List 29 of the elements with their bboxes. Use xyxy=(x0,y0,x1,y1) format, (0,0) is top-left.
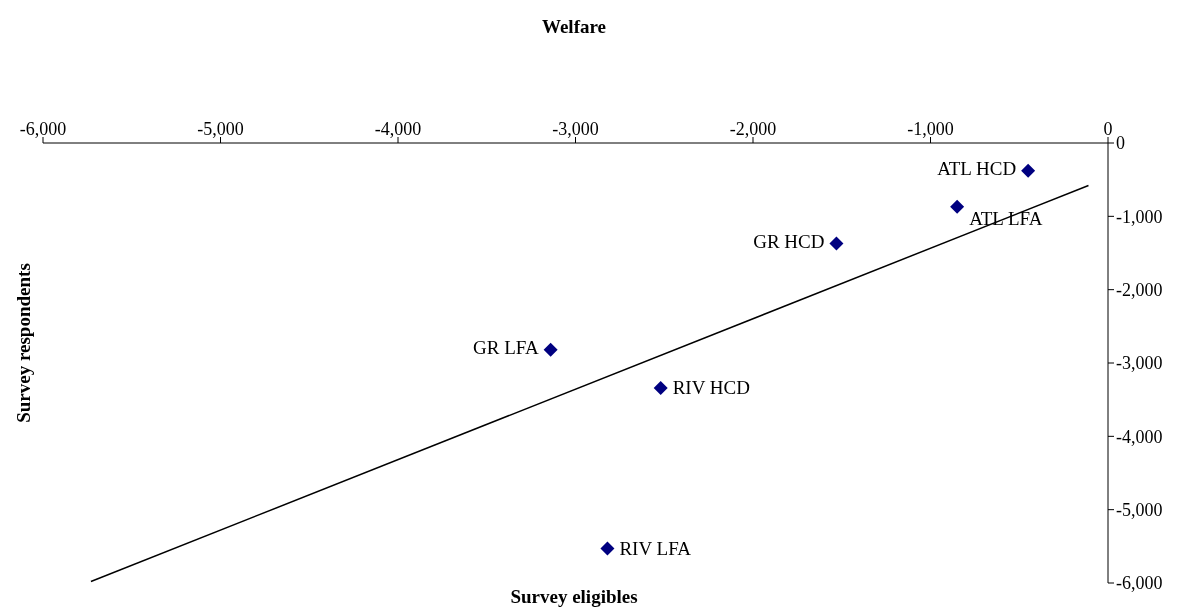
y-tick-label: -4,000 xyxy=(1116,426,1163,447)
y-tick-label: -5,000 xyxy=(1116,500,1163,521)
y-axis-title: Survey respondents xyxy=(13,263,35,423)
x-tick-label: -5,000 xyxy=(197,119,244,139)
annotation: GR HCD xyxy=(753,230,825,252)
point xyxy=(653,380,668,395)
x-axis-title: Survey eligibles xyxy=(509,586,639,608)
chart-title: Welfare xyxy=(541,16,607,38)
point xyxy=(950,199,965,214)
y-tick-label: 0 xyxy=(1116,133,1125,154)
y-tick-label: -6,000 xyxy=(1116,573,1163,594)
point xyxy=(829,236,844,251)
y-tick-label: -3,000 xyxy=(1116,353,1163,374)
x-tick-label: -3,000 xyxy=(552,119,599,139)
x-tick-label: -2,000 xyxy=(729,119,777,139)
annotation: ATL HCD xyxy=(937,158,1017,180)
point xyxy=(543,342,558,357)
y-tick-label: -2,000 xyxy=(1116,280,1163,301)
annotation: ATL LFA xyxy=(969,208,1043,230)
annotation: GR LFA xyxy=(473,337,539,359)
point xyxy=(1021,163,1036,178)
annotation: RIV HCD xyxy=(672,377,750,399)
annotation: RIV LFA xyxy=(619,537,692,559)
x-tick-label: -4,000 xyxy=(374,119,422,139)
x-tick-label: -6,000 xyxy=(19,119,67,139)
x-tick-label: -1,000 xyxy=(907,119,954,139)
point xyxy=(600,541,615,556)
x-tick-label: 0 xyxy=(1103,119,1113,139)
y-tick-label: -1,000 xyxy=(1116,206,1163,227)
